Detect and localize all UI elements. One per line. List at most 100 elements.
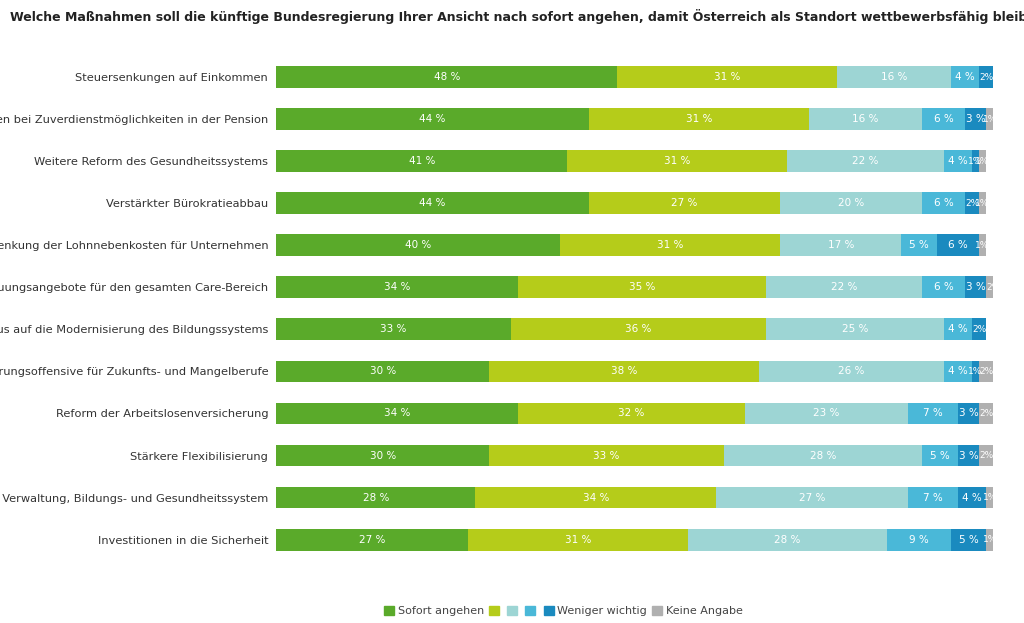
- Text: 26 %: 26 %: [839, 366, 864, 376]
- Text: 36 %: 36 %: [626, 325, 651, 335]
- Text: 1%: 1%: [983, 115, 997, 124]
- Text: 1%: 1%: [983, 493, 997, 502]
- Text: 2%: 2%: [979, 451, 993, 460]
- Bar: [780, 234, 901, 256]
- Bar: [979, 193, 986, 214]
- Text: 27 %: 27 %: [799, 493, 825, 503]
- Bar: [937, 234, 979, 256]
- Text: 1%: 1%: [976, 241, 990, 250]
- Text: 1%: 1%: [969, 157, 983, 166]
- Text: 1%: 1%: [969, 367, 983, 376]
- Bar: [518, 277, 766, 298]
- Text: 28 %: 28 %: [810, 450, 837, 460]
- Text: 1%: 1%: [983, 535, 997, 544]
- Bar: [780, 193, 923, 214]
- Bar: [923, 277, 965, 298]
- Bar: [475, 487, 717, 508]
- Text: 2%: 2%: [979, 73, 993, 82]
- Text: 33 %: 33 %: [593, 450, 620, 460]
- Bar: [957, 445, 979, 467]
- Bar: [923, 445, 957, 467]
- Text: 6 %: 6 %: [934, 114, 953, 124]
- Bar: [986, 277, 1000, 298]
- Text: 31 %: 31 %: [657, 240, 684, 250]
- Text: 27 %: 27 %: [672, 198, 697, 208]
- Legend: Sofort angehen, , , , Weniger wichtig, Keine Angabe: Sofort angehen, , , , Weniger wichtig, K…: [380, 602, 746, 621]
- Bar: [276, 318, 511, 340]
- Bar: [957, 487, 986, 508]
- Text: Welche Maßnahmen soll die künftige Bundesregierung Ihrer Ansicht nach sofort ang: Welche Maßnahmen soll die künftige Bunde…: [10, 9, 1024, 24]
- Bar: [943, 318, 972, 340]
- Bar: [986, 529, 993, 551]
- Text: 1%: 1%: [976, 157, 990, 166]
- Text: 6 %: 6 %: [934, 282, 953, 292]
- Bar: [688, 529, 887, 551]
- Bar: [276, 193, 589, 214]
- Bar: [518, 402, 744, 424]
- Bar: [567, 150, 787, 172]
- Text: 3 %: 3 %: [958, 450, 978, 460]
- Text: 31 %: 31 %: [714, 72, 740, 82]
- Text: 4 %: 4 %: [948, 325, 968, 335]
- Bar: [838, 66, 950, 88]
- Bar: [276, 445, 489, 467]
- Bar: [979, 234, 986, 256]
- Bar: [965, 193, 979, 214]
- Text: 5 %: 5 %: [930, 450, 950, 460]
- Bar: [276, 402, 518, 424]
- Text: 6 %: 6 %: [934, 198, 953, 208]
- Text: 34 %: 34 %: [384, 282, 411, 292]
- Bar: [589, 193, 780, 214]
- Text: 16 %: 16 %: [852, 114, 879, 124]
- Text: 5 %: 5 %: [909, 240, 929, 250]
- Text: 2%: 2%: [965, 199, 979, 208]
- Bar: [276, 487, 475, 508]
- Bar: [276, 108, 589, 130]
- Text: 9 %: 9 %: [909, 535, 929, 545]
- Bar: [276, 277, 518, 298]
- Bar: [617, 66, 838, 88]
- Bar: [972, 318, 986, 340]
- Text: 7 %: 7 %: [923, 493, 943, 503]
- Bar: [908, 402, 957, 424]
- Bar: [943, 361, 972, 383]
- Text: 31 %: 31 %: [565, 535, 591, 545]
- Bar: [276, 66, 617, 88]
- Text: 16 %: 16 %: [881, 72, 907, 82]
- Text: 7 %: 7 %: [923, 409, 943, 419]
- Text: 3 %: 3 %: [966, 114, 985, 124]
- Bar: [276, 150, 567, 172]
- Bar: [489, 445, 724, 467]
- Bar: [923, 108, 965, 130]
- Bar: [766, 318, 943, 340]
- Text: 48 %: 48 %: [433, 72, 460, 82]
- Text: 6 %: 6 %: [948, 240, 968, 250]
- Bar: [511, 318, 766, 340]
- Text: 2%: 2%: [986, 283, 1000, 292]
- Text: 44 %: 44 %: [420, 198, 445, 208]
- Text: 4 %: 4 %: [955, 72, 975, 82]
- Text: 40 %: 40 %: [406, 240, 431, 250]
- Text: 34 %: 34 %: [583, 493, 609, 503]
- Text: 1%: 1%: [976, 199, 990, 208]
- Text: 23 %: 23 %: [813, 409, 840, 419]
- Bar: [986, 487, 993, 508]
- Bar: [276, 234, 560, 256]
- Text: 22 %: 22 %: [831, 282, 857, 292]
- Bar: [957, 402, 979, 424]
- Text: 4 %: 4 %: [963, 493, 982, 503]
- Text: 3 %: 3 %: [958, 409, 978, 419]
- Bar: [923, 193, 965, 214]
- Bar: [887, 529, 950, 551]
- Bar: [744, 402, 908, 424]
- Bar: [979, 361, 993, 383]
- Text: 32 %: 32 %: [618, 409, 644, 419]
- Bar: [809, 108, 923, 130]
- Text: 28 %: 28 %: [774, 535, 801, 545]
- Bar: [979, 66, 993, 88]
- Bar: [979, 445, 993, 467]
- Text: 28 %: 28 %: [362, 493, 389, 503]
- Text: 31 %: 31 %: [685, 114, 712, 124]
- Text: 34 %: 34 %: [384, 409, 411, 419]
- Text: 4 %: 4 %: [948, 366, 968, 376]
